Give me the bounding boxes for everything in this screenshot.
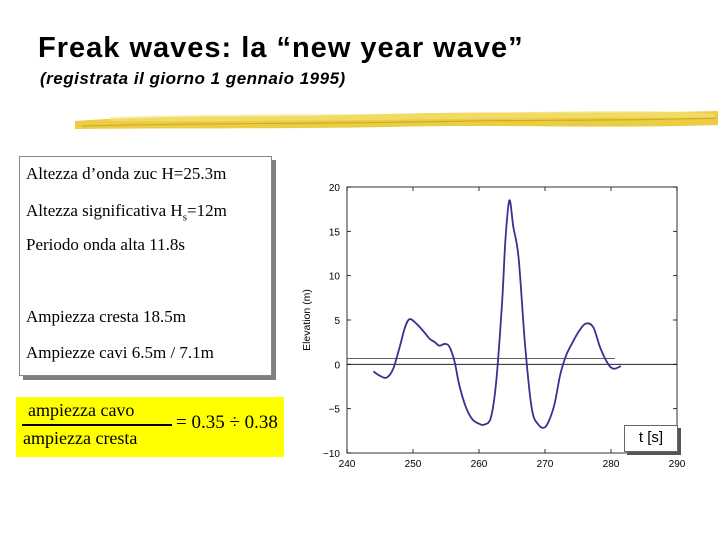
elevation-series-line	[372, 199, 622, 429]
wave-height-text: Altezza d’onda zuc H=25.3m	[26, 164, 227, 183]
brush-stroke-decoration	[75, 110, 718, 129]
time-axis-label: t [s]	[624, 425, 678, 452]
ratio-formula: ampiezza cavo ampiezza cresta = 0.35 ÷ 0…	[16, 397, 284, 457]
wave-stats-box: Altezza d’onda zuc H=25.3m Altezza signi…	[19, 156, 272, 376]
slide-title: Freak waves: la “new year wave”	[38, 32, 524, 64]
crest-amplitude-text: Ampiezza cresta 18.5m	[26, 307, 187, 326]
significant-height-text: Altezza significativa Hs=12m	[26, 201, 227, 223]
significant-height-prefix: Altezza significativa H	[26, 201, 183, 220]
y-tick-label-15: 15	[329, 227, 341, 238]
significant-height-subscript: s	[182, 211, 187, 224]
x-tick-label-240: 240	[339, 459, 356, 470]
formula-result: = 0.35 ÷ 0.38	[176, 412, 278, 433]
x-tick-label-260: 260	[471, 459, 488, 470]
trough-amplitudes-text: Ampiezze cavi 6.5m / 7.1m	[26, 343, 214, 362]
y-tick-label--5: −5	[329, 405, 341, 416]
y-tick-label--10: −10	[323, 449, 340, 460]
formula-fraction-bar	[22, 424, 172, 426]
plot-frame	[346, 186, 678, 454]
x-tick-label-270: 270	[537, 459, 554, 470]
y-tick-label-5: 5	[334, 316, 340, 327]
x-tick-label-250: 250	[405, 459, 422, 470]
y-axis-label: Elevation (m)	[301, 289, 313, 351]
formula-numerator: ampiezza cavo	[28, 400, 135, 420]
x-tick-label-280: 280	[603, 459, 620, 470]
x-tick-label-290: 290	[669, 459, 686, 470]
period-text: Periodo onda alta 11.8s	[26, 235, 185, 254]
significant-height-value: =12m	[187, 201, 227, 220]
y-tick-label-20: 20	[329, 183, 341, 194]
slide-subtitle: (registrata il giorno 1 gennaio 1995)	[40, 69, 346, 88]
y-tick-label-10: 10	[329, 272, 341, 283]
elevation-chart: 240 250 260 270 280 290 −10 −5 0 5 10 15 20 Elevation…	[301, 183, 686, 470]
formula-denominator: ampiezza cresta	[23, 428, 138, 448]
y-tick-label-0: 0	[334, 360, 340, 371]
